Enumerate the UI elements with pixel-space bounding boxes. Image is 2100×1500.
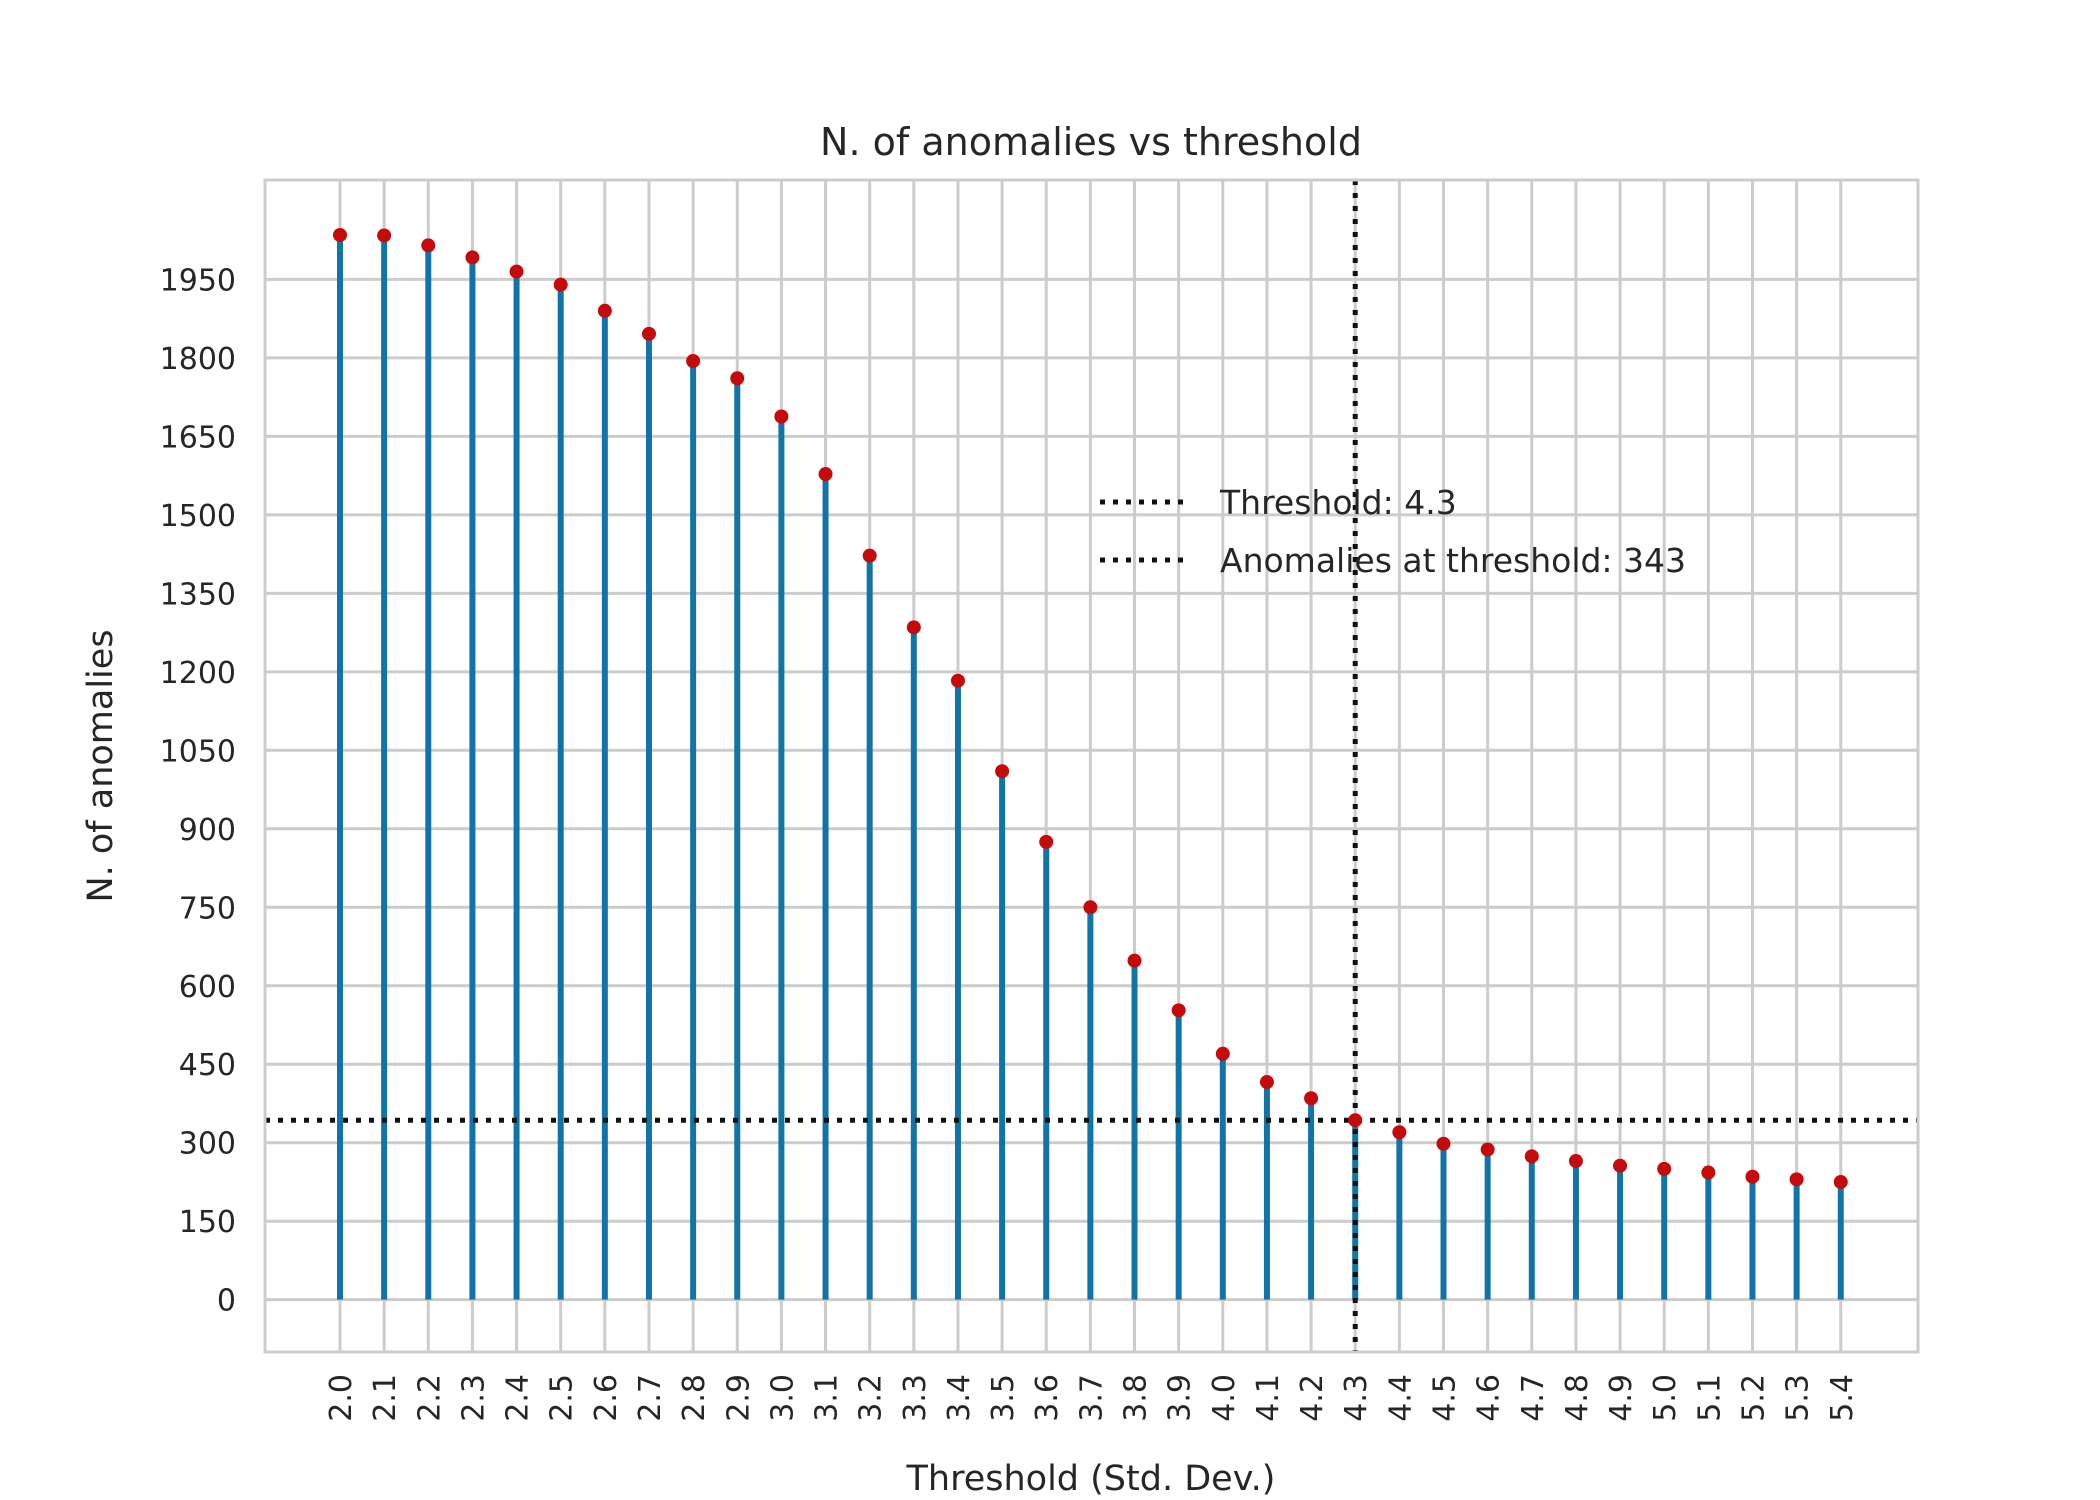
stem-marker bbox=[995, 764, 1010, 779]
stem-marker bbox=[906, 620, 921, 635]
stem-marker bbox=[1083, 900, 1098, 915]
stem-marker bbox=[1568, 1154, 1583, 1169]
stem-marker bbox=[597, 303, 612, 318]
chart-title: N. of anomalies vs threshold bbox=[820, 120, 1362, 164]
stem-marker bbox=[1392, 1125, 1407, 1140]
y-tick-label: 0 bbox=[217, 1284, 236, 1319]
stem-markers bbox=[333, 227, 1848, 1189]
x-tick-label: 4.4 bbox=[1383, 1374, 1418, 1422]
x-tick-label: 3.8 bbox=[1119, 1374, 1154, 1422]
x-tick-labels: 2.0 2.1 2.2 2.3 2.4 2.5 2.6 2.7 2.8 2.9 3.0 3.1 3.2 3… bbox=[324, 1374, 1860, 1422]
x-tick-label: 2.5 bbox=[545, 1374, 580, 1422]
stem-marker bbox=[1613, 1158, 1628, 1173]
y-axis-title: N. of anomalies bbox=[81, 629, 121, 902]
y-tick-labels: 0 150 300 450 600 750 900 1050 1200 1350 1500 1650 1… bbox=[160, 263, 236, 1318]
x-tick-label: 3.9 bbox=[1163, 1374, 1198, 1422]
plot-frame bbox=[263, 178, 1920, 1354]
x-tick-label: 5.0 bbox=[1648, 1374, 1683, 1422]
y-tick-label: 750 bbox=[179, 891, 236, 926]
y-tick-label: 900 bbox=[179, 813, 236, 848]
x-tick-label: 3.5 bbox=[986, 1374, 1021, 1422]
x-tick-label: 3.0 bbox=[765, 1374, 800, 1422]
legend-anomalies-label: Anomalies at threshold: 343 bbox=[1220, 541, 1686, 580]
stem-marker bbox=[1833, 1174, 1848, 1189]
x-tick-label: 2.4 bbox=[501, 1374, 536, 1422]
y-tick-label: 1950 bbox=[160, 263, 236, 298]
stem-marker bbox=[553, 277, 568, 292]
stem-marker bbox=[641, 326, 656, 341]
x-tick-label: 2.3 bbox=[456, 1374, 491, 1422]
stem-marker bbox=[1171, 1003, 1186, 1018]
x-tick-label: 5.1 bbox=[1692, 1374, 1727, 1422]
y-tick-label: 1800 bbox=[160, 342, 236, 377]
stem-marker bbox=[1789, 1172, 1804, 1187]
x-tick-label: 2.0 bbox=[324, 1374, 359, 1422]
x-tick-label: 3.2 bbox=[854, 1374, 889, 1422]
x-tick-label: 3.1 bbox=[810, 1374, 845, 1422]
x-tick-label: 3.3 bbox=[898, 1374, 933, 1422]
stem-marker bbox=[1348, 1113, 1363, 1128]
stem-marker bbox=[686, 354, 701, 369]
stem-marker bbox=[377, 228, 392, 243]
x-tick-label: 4.8 bbox=[1560, 1374, 1595, 1422]
x-tick-label: 4.6 bbox=[1472, 1374, 1507, 1422]
x-tick-label: 2.8 bbox=[677, 1374, 712, 1422]
x-tick-label: 4.9 bbox=[1604, 1374, 1639, 1422]
stem-marker bbox=[774, 409, 789, 424]
stem-marker bbox=[1436, 1136, 1451, 1151]
stem-marker bbox=[1524, 1149, 1539, 1164]
stem-marker bbox=[818, 467, 833, 482]
legend-threshold-label: Threshold: 4.3 bbox=[1219, 483, 1457, 522]
stem-marker bbox=[1701, 1165, 1716, 1180]
y-tick-label: 1650 bbox=[160, 420, 236, 455]
y-tick-label: 300 bbox=[179, 1127, 236, 1162]
y-tick-label: 1350 bbox=[160, 577, 236, 612]
x-tick-label: 4.5 bbox=[1428, 1374, 1463, 1422]
stem-marker bbox=[1745, 1169, 1760, 1184]
stem-marker bbox=[465, 250, 480, 265]
x-tick-label: 2.1 bbox=[368, 1374, 403, 1422]
x-tick-label: 4.3 bbox=[1339, 1374, 1374, 1422]
stem-marker bbox=[1039, 834, 1054, 849]
stem-marker bbox=[1480, 1142, 1495, 1157]
stem-marker bbox=[862, 548, 877, 563]
x-tick-label: 3.6 bbox=[1030, 1374, 1065, 1422]
x-tick-label: 4.2 bbox=[1295, 1374, 1330, 1422]
stem-marker bbox=[509, 264, 524, 279]
x-tick-label: 5.2 bbox=[1736, 1374, 1771, 1422]
stem-marker bbox=[730, 371, 745, 386]
x-tick-label: 4.0 bbox=[1207, 1374, 1242, 1422]
y-tick-label: 1500 bbox=[160, 499, 236, 534]
stem-marker bbox=[1215, 1046, 1230, 1061]
x-tick-label: 3.7 bbox=[1074, 1374, 1109, 1422]
y-tick-label: 1200 bbox=[160, 656, 236, 691]
stem-marker bbox=[1259, 1075, 1274, 1090]
y-tick-label: 150 bbox=[179, 1205, 236, 1240]
x-tick-label: 5.3 bbox=[1781, 1374, 1816, 1422]
stem-marker bbox=[1127, 953, 1142, 968]
x-tick-label: 2.9 bbox=[721, 1374, 756, 1422]
reference-lines bbox=[265, 180, 1918, 1352]
x-tick-label: 4.1 bbox=[1251, 1374, 1286, 1422]
x-tick-label: 4.7 bbox=[1516, 1374, 1551, 1422]
x-axis-title: Threshold (Std. Dev.) bbox=[906, 1459, 1276, 1499]
y-tick-label: 450 bbox=[179, 1048, 236, 1083]
x-tick-label: 2.7 bbox=[633, 1374, 668, 1422]
x-tick-label: 2.2 bbox=[412, 1374, 447, 1422]
stem-marker bbox=[1304, 1091, 1319, 1106]
stem-marker bbox=[333, 227, 347, 242]
x-tick-label: 3.4 bbox=[942, 1374, 977, 1422]
stem-marker bbox=[1657, 1161, 1672, 1176]
x-tick-label: 5.4 bbox=[1825, 1374, 1860, 1422]
x-tick-label: 2.6 bbox=[589, 1374, 624, 1422]
stem-marker bbox=[421, 238, 436, 253]
legend: Threshold: 4.3 Anomalies at threshold: 3… bbox=[1100, 483, 1686, 580]
y-tick-label: 600 bbox=[179, 970, 236, 1005]
stem-marker bbox=[950, 673, 965, 688]
y-tick-label: 1050 bbox=[160, 734, 236, 769]
